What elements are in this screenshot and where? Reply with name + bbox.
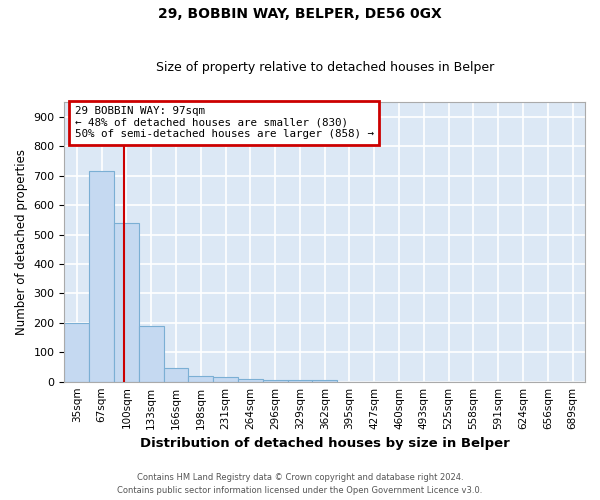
Bar	[263, 380, 287, 382]
Bar	[313, 380, 337, 382]
Text: Contains HM Land Registry data © Crown copyright and database right 2024.
Contai: Contains HM Land Registry data © Crown c…	[118, 474, 482, 495]
Text: 29, BOBBIN WAY, BELPER, DE56 0GX: 29, BOBBIN WAY, BELPER, DE56 0GX	[158, 8, 442, 22]
Bar	[188, 376, 213, 382]
Bar	[64, 323, 89, 382]
Bar	[287, 380, 313, 382]
Bar	[114, 222, 139, 382]
Bar	[238, 378, 263, 382]
Title: Size of property relative to detached houses in Belper: Size of property relative to detached ho…	[155, 62, 494, 74]
Y-axis label: Number of detached properties: Number of detached properties	[15, 149, 28, 335]
X-axis label: Distribution of detached houses by size in Belper: Distribution of detached houses by size …	[140, 437, 509, 450]
Text: 29 BOBBIN WAY: 97sqm
← 48% of detached houses are smaller (830)
50% of semi-deta: 29 BOBBIN WAY: 97sqm ← 48% of detached h…	[75, 106, 374, 140]
Bar	[213, 378, 238, 382]
Bar	[164, 368, 188, 382]
Bar	[139, 326, 164, 382]
Bar	[89, 171, 114, 382]
